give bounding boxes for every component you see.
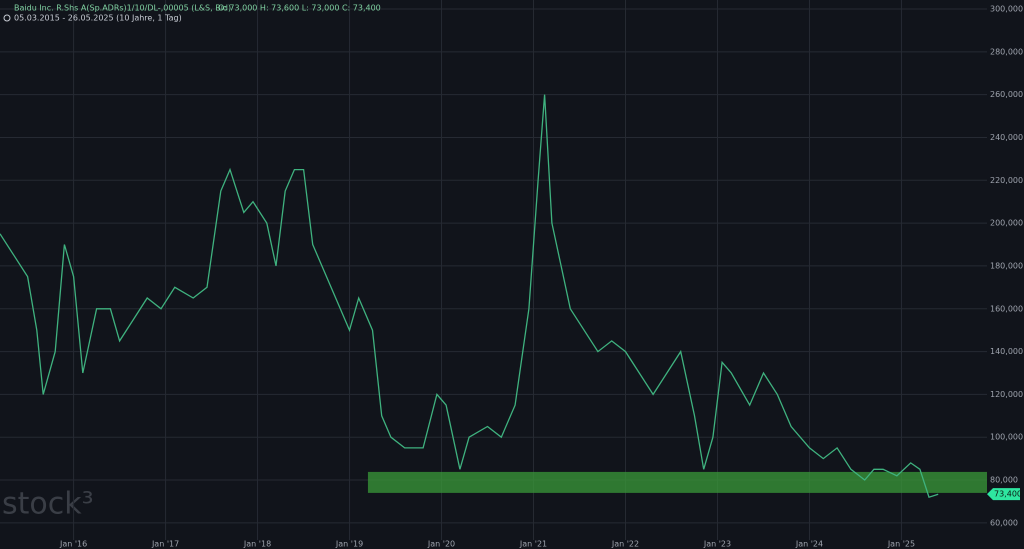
subtitle: 05.03.2015 - 26.05.2025 (10 Jahre, 1 Tag…	[14, 14, 182, 23]
y-tick-label: 260,000	[990, 90, 1023, 99]
x-tick-label: Jan '25	[887, 540, 915, 549]
x-tick-label: Jan '21	[519, 540, 547, 549]
chart-title: Baidu Inc. R.Shs A(Sp.ADRs)1/10/DL-,0000…	[14, 4, 231, 13]
y-tick-label: 180,000	[990, 261, 1023, 270]
grid-layer	[0, 0, 987, 540]
x-tick-label: Jan '19	[335, 540, 363, 549]
x-tick-label: Jan '23	[703, 540, 731, 549]
watermark: stock³	[2, 487, 94, 522]
y-tick-label: 60,000	[990, 518, 1018, 527]
x-tick-label: Jan '16	[59, 540, 87, 549]
y-tick-label: 280,000	[990, 47, 1023, 56]
support-zone	[367, 471, 987, 493]
clock-icon	[3, 14, 11, 22]
x-tick-label: Jan '20	[427, 540, 455, 549]
y-tick-label: 120,000	[990, 390, 1023, 399]
last-price-label: 73,400	[994, 490, 1022, 499]
y-tick-label: 80,000	[990, 476, 1018, 485]
y-tick-label: 140,000	[990, 347, 1023, 356]
x-tick-label: Jan '24	[795, 540, 823, 549]
y-tick-label: 160,000	[990, 304, 1023, 313]
quote: O: 73,000 H: 73,600 L: 73,000 C: 73,400	[218, 4, 381, 13]
y-tick-label: 200,000	[990, 219, 1023, 228]
x-tick-label: Jan '17	[151, 540, 179, 549]
y-tick-label: 100,000	[990, 433, 1023, 442]
price-line	[0, 94, 939, 499]
x-tick-label: Jan '18	[243, 540, 271, 549]
y-tick-label: 300,000	[990, 4, 1023, 13]
last-price-tag	[987, 488, 1020, 501]
y-tick-label: 220,000	[990, 176, 1023, 185]
y-tick-label: 240,000	[990, 133, 1023, 142]
x-tick-label: Jan '22	[611, 540, 639, 549]
